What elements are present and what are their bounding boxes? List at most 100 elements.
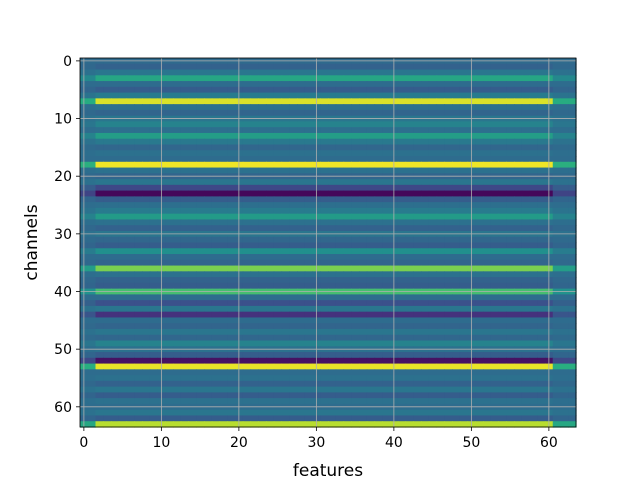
heatmap-cell xyxy=(560,352,569,359)
heatmap-cell xyxy=(103,196,112,203)
heatmap-cell xyxy=(165,144,174,151)
heatmap-cell xyxy=(142,271,151,278)
heatmap-cell xyxy=(560,409,569,417)
heatmap-cell xyxy=(258,98,267,105)
x-tick-label: 20 xyxy=(230,435,248,451)
heatmap-cell xyxy=(436,242,445,249)
heatmap-cell xyxy=(413,386,422,394)
heatmap-cell xyxy=(560,104,569,111)
heatmap-cell xyxy=(180,167,190,174)
heatmap-cell xyxy=(452,334,461,342)
heatmap-cell xyxy=(273,242,283,249)
heatmap-cell xyxy=(196,300,205,307)
heatmap-cell xyxy=(506,380,515,388)
heatmap-cell xyxy=(304,150,314,157)
heatmap-cell xyxy=(227,150,236,157)
heatmap-cell xyxy=(250,86,259,94)
heatmap-cell xyxy=(428,357,438,365)
heatmap-cell xyxy=(289,104,298,111)
heatmap-cell xyxy=(126,184,135,192)
heatmap-cell xyxy=(397,254,407,261)
heatmap-cell xyxy=(289,409,298,417)
heatmap-cell xyxy=(304,86,314,94)
heatmap-cell xyxy=(552,259,562,267)
heatmap-cell xyxy=(196,415,205,422)
heatmap-cell xyxy=(366,92,376,99)
heatmap-cell xyxy=(180,207,190,215)
heatmap-cell xyxy=(258,63,267,71)
heatmap-cell xyxy=(335,179,345,186)
heatmap-cell xyxy=(118,340,128,347)
heatmap-cell xyxy=(351,380,360,388)
heatmap-cell xyxy=(180,369,190,376)
heatmap-cell xyxy=(134,104,143,111)
heatmap-cell xyxy=(320,392,329,399)
heatmap-cell xyxy=(273,277,283,284)
heatmap-cell xyxy=(196,167,205,174)
heatmap-cell xyxy=(374,144,383,151)
y-axis-label: channels xyxy=(22,204,42,280)
heatmap-cell xyxy=(335,196,345,203)
heatmap-cell xyxy=(95,86,104,94)
heatmap-cell xyxy=(188,242,197,249)
heatmap-cell xyxy=(111,207,120,215)
heatmap-cell xyxy=(366,380,376,388)
heatmap-cell xyxy=(250,127,259,134)
heatmap-cell xyxy=(180,311,190,319)
heatmap-cell xyxy=(273,380,283,388)
heatmap-cell xyxy=(95,300,104,307)
heatmap-cell xyxy=(514,213,523,221)
heatmap-cell xyxy=(188,236,197,244)
heatmap-cell xyxy=(436,98,445,105)
heatmap-cell xyxy=(537,311,546,319)
heatmap-cell xyxy=(421,98,430,105)
heatmap-cell xyxy=(421,369,430,376)
heatmap-cell xyxy=(483,311,492,319)
heatmap-cell xyxy=(552,207,562,215)
heatmap-cell xyxy=(273,202,283,209)
heatmap-cell xyxy=(266,202,275,209)
heatmap-cell xyxy=(111,317,120,324)
heatmap-cell xyxy=(211,196,221,203)
heatmap-cell xyxy=(250,340,259,347)
heatmap-cell xyxy=(149,156,159,163)
heatmap-cell xyxy=(521,352,531,359)
heatmap-cell xyxy=(87,380,97,388)
heatmap-cell xyxy=(529,127,538,134)
heatmap-cell xyxy=(320,340,329,347)
heatmap-cell xyxy=(459,202,469,209)
heatmap-cell xyxy=(459,386,469,394)
heatmap-cell xyxy=(483,328,492,336)
heatmap-cell xyxy=(242,167,252,174)
heatmap-cell xyxy=(335,236,345,244)
heatmap-cell xyxy=(506,323,515,330)
heatmap-cell xyxy=(273,305,283,313)
heatmap-cell xyxy=(180,242,190,249)
heatmap-cell xyxy=(483,352,492,359)
heatmap-cell xyxy=(351,69,360,76)
heatmap-cell xyxy=(188,323,197,330)
heatmap-cell xyxy=(552,311,562,319)
heatmap-cell xyxy=(118,92,128,99)
heatmap-cell xyxy=(335,156,345,163)
heatmap-cell xyxy=(188,190,197,197)
heatmap-cell xyxy=(560,75,569,82)
heatmap-cell xyxy=(328,225,337,232)
heatmap-cell xyxy=(281,86,290,94)
heatmap-cell xyxy=(250,352,259,359)
heatmap-cell xyxy=(289,207,298,215)
heatmap-cell xyxy=(173,300,182,307)
heatmap-cell xyxy=(173,328,182,336)
heatmap-cell xyxy=(475,375,484,382)
heatmap-cell xyxy=(475,92,484,99)
heatmap-cell xyxy=(413,317,422,324)
heatmap-cell xyxy=(436,277,445,284)
heatmap-cell xyxy=(568,421,577,428)
heatmap-cell xyxy=(180,144,190,151)
heatmap-cell xyxy=(188,294,197,301)
heatmap-cell xyxy=(211,305,221,313)
heatmap-cell xyxy=(180,409,190,417)
heatmap-cell xyxy=(452,104,461,111)
heatmap-cell xyxy=(304,375,314,382)
